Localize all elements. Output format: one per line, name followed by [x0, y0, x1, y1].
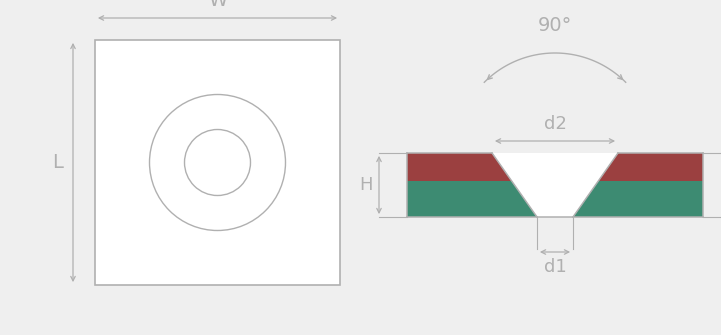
- Polygon shape: [407, 181, 537, 217]
- Polygon shape: [573, 181, 703, 217]
- Text: d2: d2: [544, 115, 567, 133]
- Polygon shape: [407, 153, 537, 181]
- Text: W: W: [208, 0, 227, 10]
- Text: 90°: 90°: [538, 16, 572, 35]
- Text: d1: d1: [544, 258, 567, 276]
- Text: H: H: [360, 176, 373, 194]
- Text: L: L: [52, 153, 63, 172]
- Bar: [95, 40, 340, 285]
- Polygon shape: [492, 153, 618, 217]
- Polygon shape: [573, 153, 703, 181]
